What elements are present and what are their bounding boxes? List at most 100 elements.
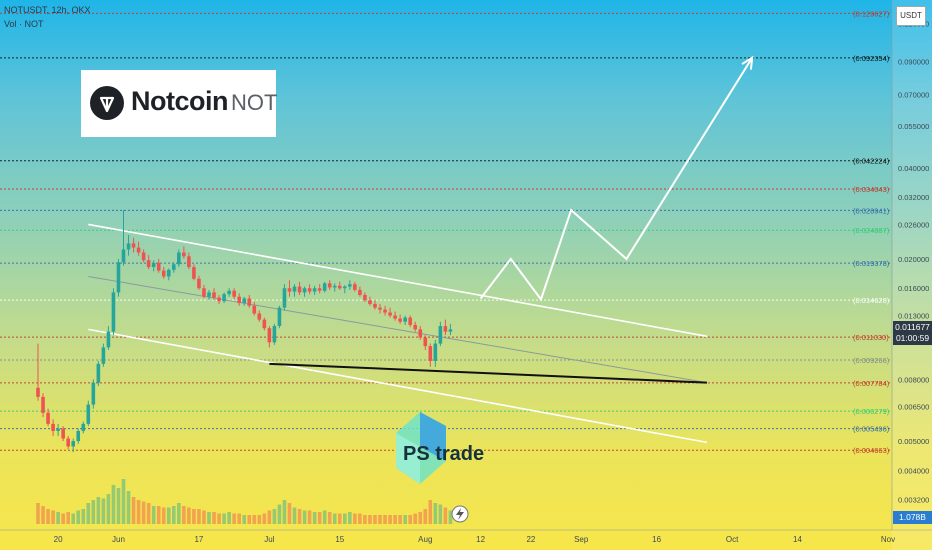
volume-bar: [131, 497, 136, 524]
volume-bar: [197, 509, 201, 524]
volume-bar: [317, 512, 322, 524]
channel-lower-line: [88, 328, 708, 444]
volume-bar: [202, 510, 206, 524]
volume-bar: [141, 501, 146, 524]
volume-bar: [242, 515, 247, 524]
candle-body: [71, 441, 76, 447]
volume-bar: [257, 515, 262, 524]
volume-bar: [353, 513, 357, 524]
candles: [36, 210, 453, 453]
volume-bar: [81, 509, 86, 524]
candle-body: [56, 428, 60, 431]
volume-bar: [207, 512, 211, 524]
volume-bar: [418, 512, 423, 524]
time-tick-label: Aug: [418, 535, 432, 544]
candle-body: [187, 256, 191, 268]
volume-bar: [86, 503, 91, 524]
candle-body: [373, 303, 377, 308]
candle-body: [428, 346, 433, 361]
level-label: (0.092354): [853, 54, 890, 63]
level-label: (0.004663): [853, 446, 890, 455]
candle-body: [86, 404, 91, 424]
candle-body: [91, 382, 96, 405]
candle-body: [297, 286, 302, 293]
volume-bar: [101, 498, 106, 524]
channel-mid-line: [88, 275, 708, 384]
current-price-value: 0.011677: [895, 322, 930, 332]
candle-body: [146, 260, 151, 268]
lightning-icon[interactable]: [451, 505, 469, 523]
volume-bar: [252, 515, 257, 524]
candle-body: [332, 285, 337, 288]
volume-bar: [398, 515, 402, 524]
candle-body: [81, 423, 86, 431]
price-tick-label: 0.005000: [898, 437, 929, 446]
channel-upper-line: [88, 223, 708, 338]
volume-bar: [322, 510, 327, 524]
volume-bar: [393, 515, 397, 524]
candle-body: [182, 252, 186, 257]
volume-bar: [227, 512, 231, 524]
candle-body: [267, 328, 272, 343]
candle-body: [398, 318, 402, 322]
candle-body: [136, 247, 141, 253]
time-tick-label: 22: [526, 535, 535, 544]
candle-body: [277, 307, 282, 327]
logo-name: Notcoin: [131, 86, 229, 116]
price-tick-label: 0.003200: [898, 496, 929, 505]
candle-body: [106, 331, 111, 348]
volume-bar: [282, 500, 287, 524]
volume-bar: [166, 507, 171, 524]
volume-bar: [383, 515, 387, 524]
volume-bar: [61, 513, 65, 524]
level-label: (0.129627): [853, 9, 890, 18]
level-label: (0.011030): [853, 333, 889, 342]
candle-body: [393, 315, 397, 319]
price-tick-label: 0.026000: [898, 220, 929, 229]
candle-body: [408, 317, 412, 325]
candle-body: [418, 329, 423, 338]
notcoin-logo: Notcoin NOT: [81, 70, 277, 137]
volume-bar: [76, 510, 81, 524]
time-tick-label: 16: [652, 535, 661, 544]
level-label: (0.005496): [853, 425, 890, 434]
volume-bar: [363, 515, 367, 524]
candle-body: [353, 284, 357, 290]
level-label: (0.028941): [853, 206, 890, 215]
level-label: (0.034043): [853, 185, 890, 194]
volume-bar: [212, 512, 216, 524]
price-tick-label: 0.013000: [898, 312, 929, 321]
candle-body: [161, 270, 166, 277]
candle-body: [156, 262, 161, 271]
level-label: (0.042224): [853, 157, 890, 166]
candle-body: [242, 298, 247, 303]
currency-selector[interactable]: USDT: [896, 6, 926, 26]
price-tick-label: 0.016000: [898, 284, 929, 293]
candle-body: [116, 262, 121, 293]
candle-body: [383, 309, 387, 313]
volume-bar: [41, 506, 45, 524]
ps-trade-logo-icon: [396, 412, 446, 484]
candle-body: [413, 324, 418, 330]
time-tick-label: 15: [335, 535, 344, 544]
price-tick-label: 0.006500: [898, 403, 929, 412]
candle-body: [307, 288, 312, 292]
time-tick-label: 17: [194, 535, 203, 544]
volume-bar: [146, 503, 151, 524]
trend-drawings: [88, 223, 708, 444]
candle-body: [131, 243, 136, 248]
candle-body: [262, 319, 267, 329]
volume-bar: [247, 515, 252, 524]
volume-bar: [51, 510, 55, 524]
volume-bar: [171, 506, 176, 524]
volume-bar: [46, 509, 50, 524]
volume-bar: [292, 507, 297, 524]
volume-bar: [413, 513, 418, 524]
volume-bar: [368, 515, 372, 524]
candle-body: [96, 363, 101, 383]
price-tick-label: 0.040000: [898, 164, 929, 173]
candle-body: [358, 289, 362, 295]
price-tick-label: 0.055000: [898, 122, 929, 131]
